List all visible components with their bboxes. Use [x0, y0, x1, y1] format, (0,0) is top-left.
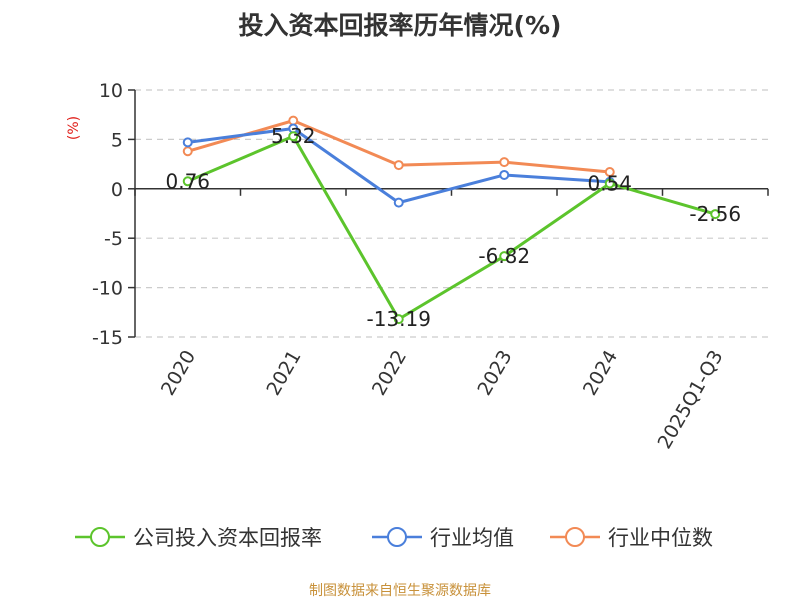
series-point-0 — [182, 176, 193, 187]
legend-swatch-marker — [90, 527, 110, 547]
legend-swatch-marker — [565, 527, 585, 547]
series-point-1 — [499, 169, 510, 180]
y-tick-label: 5 — [111, 129, 123, 151]
y-tick-label: 0 — [111, 179, 123, 201]
x-tick-label: 2022 — [368, 347, 411, 400]
y-tick-label: -15 — [92, 327, 123, 349]
x-tick-label: 2024 — [579, 347, 622, 400]
data-label: 0.54 — [587, 171, 632, 195]
axes: 10 5 0 -5 -10 -15 (%) 2020 2021 2022 2023 2024 2025Q… — [66, 80, 769, 453]
legend-label: 行业均值 — [430, 526, 514, 550]
y-tick-label: -5 — [104, 228, 123, 250]
x-tick-label: 2021 — [262, 347, 305, 400]
legend-item-1[interactable]: 行业均值 — [372, 526, 514, 550]
series-point-2 — [604, 167, 615, 178]
series-point-1 — [393, 197, 404, 208]
series-point-0 — [393, 314, 404, 325]
x-tick-label: 2023 — [473, 347, 516, 400]
data-label: -6.82 — [478, 244, 530, 268]
series-point-0 — [710, 209, 721, 220]
legend-label: 行业中位数 — [608, 526, 713, 550]
legend-item-2[interactable]: 行业中位数 — [550, 526, 713, 550]
series-point-2 — [499, 157, 510, 168]
series-point-0 — [604, 178, 615, 189]
y-tick-label: 10 — [99, 80, 123, 102]
legend-item-0[interactable]: 公司投入资本回报率 — [75, 526, 322, 550]
legend-label: 公司投入资本回报率 — [133, 526, 322, 550]
y-axis-unit: (%) — [66, 116, 82, 140]
series-line-0 — [187, 134, 716, 321]
grid-lines — [135, 89, 768, 338]
series-point-2 — [182, 146, 193, 157]
series-point-1 — [182, 137, 193, 148]
series-point-2 — [393, 160, 404, 171]
series-point-0 — [499, 251, 510, 262]
legend[interactable]: 公司投入资本回报率 行业均值 行业中位数 — [75, 526, 713, 550]
data-label: 5.32 — [271, 124, 316, 148]
series-layer — [182, 115, 721, 325]
data-labels: 0.76 5.32 -13.19 -6.82 0.54 -2.56 — [165, 124, 741, 331]
y-tick-label: -10 — [92, 278, 123, 300]
data-label: -13.19 — [367, 307, 431, 331]
chart-title: 投入资本回报率历年情况(%) — [238, 11, 562, 40]
data-source-footer: 制图数据来自恒生聚源数据库 — [309, 583, 491, 599]
x-tick-label: 2025Q1-Q3 — [654, 347, 728, 453]
x-tick-label: 2020 — [157, 347, 200, 400]
series-point-0 — [288, 131, 299, 142]
data-label: -2.56 — [689, 202, 741, 226]
data-label: 0.76 — [165, 169, 210, 193]
legend-swatch-marker — [387, 527, 407, 547]
